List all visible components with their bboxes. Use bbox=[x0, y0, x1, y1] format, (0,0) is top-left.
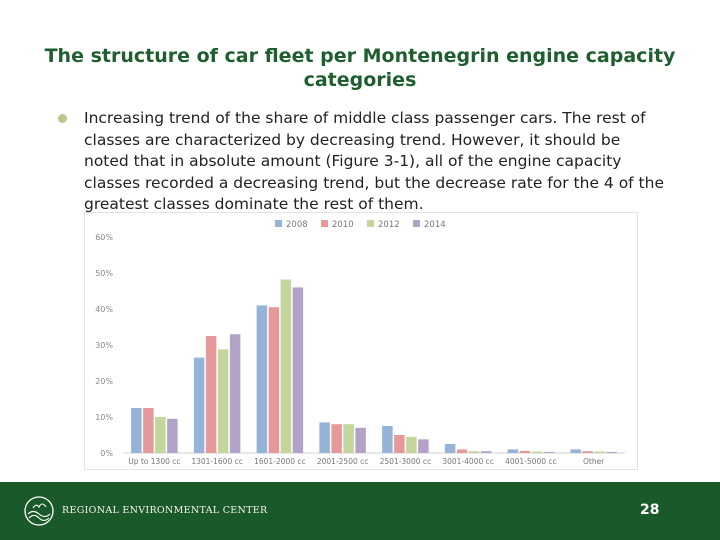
x-tick-label: 2501-3000 cc bbox=[380, 457, 432, 466]
x-tick-label: 2001-2500 cc bbox=[317, 457, 369, 466]
x-tick-label: Other bbox=[583, 457, 605, 466]
y-tick-label: 10% bbox=[95, 413, 113, 422]
bar bbox=[594, 451, 605, 453]
bar bbox=[319, 422, 330, 453]
legend-label: 2008 bbox=[286, 220, 308, 230]
bullet-item: Increasing trend of the share of middle … bbox=[58, 108, 666, 216]
bar bbox=[155, 417, 166, 453]
footer-bar: REGIONAL ENVIRONMENTAL CENTER 28 bbox=[0, 482, 720, 540]
legend-swatch bbox=[321, 220, 328, 227]
organization-name: REGIONAL ENVIRONMENTAL CENTER bbox=[62, 505, 268, 516]
bar-chart-svg: 0% 10% 20% 30% 40% 50% 60% 2008 2010 2012 2014 Up t… bbox=[95, 220, 625, 466]
bar bbox=[543, 451, 555, 453]
bar bbox=[331, 424, 342, 453]
y-tick-label: 40% bbox=[95, 305, 113, 314]
y-tick-label: 20% bbox=[95, 377, 113, 386]
bar bbox=[468, 451, 480, 453]
bar bbox=[418, 439, 429, 453]
bar bbox=[480, 451, 492, 453]
page-number: 28 bbox=[640, 502, 660, 518]
bar bbox=[606, 451, 617, 453]
legend-swatch bbox=[413, 220, 420, 227]
bar bbox=[280, 279, 292, 453]
bar bbox=[582, 451, 593, 453]
bullet-dot-icon bbox=[58, 114, 67, 123]
x-tick-label: 3001-4000 cc bbox=[442, 457, 494, 466]
bar bbox=[406, 436, 417, 453]
bar bbox=[167, 418, 178, 453]
bar bbox=[456, 449, 468, 453]
bar bbox=[143, 408, 154, 453]
slide-title: The structure of car fleet per Montenegr… bbox=[44, 45, 676, 91]
bar-chart: 0% 10% 20% 30% 40% 50% 60% 2008 2010 2012 2014 Up t… bbox=[84, 212, 638, 470]
bar bbox=[394, 435, 405, 453]
legend-label: 2012 bbox=[378, 220, 400, 230]
bar bbox=[217, 349, 229, 453]
legend-swatch bbox=[367, 220, 374, 227]
rec-logo-icon bbox=[24, 496, 54, 526]
bar bbox=[205, 336, 217, 453]
bar bbox=[229, 334, 241, 453]
bar bbox=[382, 426, 393, 453]
legend-swatch bbox=[275, 220, 282, 227]
legend-label: 2014 bbox=[424, 220, 446, 230]
bar bbox=[131, 408, 142, 453]
legend-label: 2010 bbox=[332, 220, 354, 230]
bar bbox=[268, 307, 280, 453]
bullet-text: Increasing trend of the share of middle … bbox=[84, 109, 664, 213]
bar bbox=[292, 287, 304, 453]
bar bbox=[343, 424, 354, 453]
x-tick-label: 1301-1600 cc bbox=[191, 457, 243, 466]
y-tick-label: 30% bbox=[95, 341, 113, 350]
y-tick-label: 0% bbox=[100, 449, 113, 458]
bar bbox=[193, 357, 205, 453]
x-tick-label: Up to 1300 cc bbox=[128, 457, 180, 466]
bar bbox=[531, 451, 543, 453]
bar bbox=[444, 444, 456, 453]
bar bbox=[507, 449, 519, 453]
bar bbox=[570, 449, 581, 453]
y-tick-label: 50% bbox=[95, 269, 113, 278]
bar bbox=[519, 450, 531, 453]
y-tick-label: 60% bbox=[95, 233, 113, 242]
bar bbox=[355, 427, 366, 453]
x-tick-label: 1601-2000 cc bbox=[254, 457, 306, 466]
x-tick-label: 4001-5000 cc bbox=[505, 457, 557, 466]
bar bbox=[256, 305, 268, 453]
